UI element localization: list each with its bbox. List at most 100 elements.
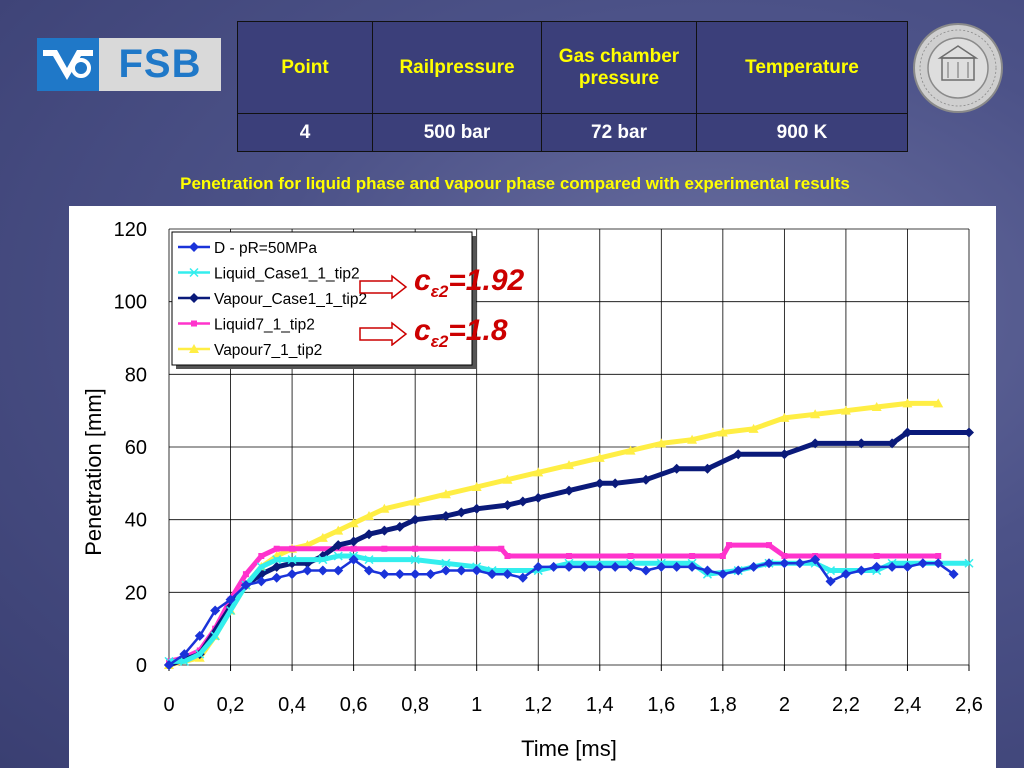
x-tick-label: 0,2 xyxy=(217,694,245,716)
data-point xyxy=(933,558,944,569)
legend-marker xyxy=(189,293,199,303)
data-point xyxy=(210,631,220,641)
annotation-sub: ε2 xyxy=(430,282,449,301)
data-point xyxy=(548,561,559,572)
y-tick-label: 60 xyxy=(125,437,147,459)
data-point xyxy=(333,551,343,561)
data-point xyxy=(272,555,282,565)
data-point xyxy=(333,565,344,576)
data-point xyxy=(410,496,421,506)
data-point xyxy=(287,555,297,565)
data-point xyxy=(826,566,836,576)
x-tick-label: 1,4 xyxy=(586,694,614,716)
data-point xyxy=(794,558,805,569)
legend-label: Liquid_Case1_1_tip2 xyxy=(214,266,360,283)
series-line-3 xyxy=(168,430,969,668)
data-point xyxy=(964,558,974,568)
data-point xyxy=(333,540,344,551)
data-point xyxy=(748,423,759,433)
annotation-value: =1.8 xyxy=(448,314,508,347)
y-tick-label: 0 xyxy=(136,655,147,677)
data-point xyxy=(779,558,790,569)
data-point xyxy=(640,565,651,576)
data-point xyxy=(781,553,788,559)
data-point xyxy=(350,545,357,552)
data-point xyxy=(471,481,482,491)
data-point xyxy=(871,402,882,412)
header-temperature: Temperature xyxy=(696,21,908,114)
data-point xyxy=(656,438,667,448)
data-point xyxy=(412,545,419,552)
slide-subtitle: Penetration for liquid phase and vapour … xyxy=(180,174,850,193)
annotation-prefix: c xyxy=(414,314,431,347)
legend-marker xyxy=(189,344,199,353)
x-tick-label: 1,6 xyxy=(647,694,675,716)
data-point xyxy=(379,503,390,513)
data-point xyxy=(871,561,882,572)
data-point xyxy=(887,561,898,572)
data-point xyxy=(779,412,790,422)
data-point xyxy=(258,553,265,559)
arrow-icon xyxy=(359,274,408,300)
data-point xyxy=(256,562,266,572)
fsb-logo-mark-icon xyxy=(37,38,99,91)
data-point xyxy=(566,553,572,559)
data-point xyxy=(726,542,732,549)
data-point xyxy=(687,561,698,572)
data-point xyxy=(671,561,682,572)
data-point xyxy=(210,605,221,616)
data-point xyxy=(348,536,359,547)
data-point xyxy=(256,576,267,587)
parameters-table: Point Railpressure Gas chamber pressure … xyxy=(237,21,908,152)
data-point xyxy=(810,409,821,419)
data-point xyxy=(164,660,174,670)
data-point xyxy=(381,545,388,552)
data-point xyxy=(964,427,974,438)
data-point xyxy=(502,569,513,580)
data-point xyxy=(179,656,189,666)
data-point xyxy=(873,553,880,559)
data-point xyxy=(917,558,928,569)
data-point xyxy=(517,572,528,583)
data-point xyxy=(471,565,482,576)
data-point xyxy=(440,565,451,576)
data-point xyxy=(902,427,913,438)
data-point xyxy=(379,525,390,536)
value-railpressure: 500 bar xyxy=(372,113,542,152)
legend-marker xyxy=(189,267,199,278)
data-point xyxy=(564,485,574,496)
data-point xyxy=(810,438,821,449)
data-point xyxy=(564,460,574,470)
data-point xyxy=(933,398,944,408)
data-point xyxy=(825,576,836,587)
legend-label: D - pR=50MPa xyxy=(214,240,317,257)
legend-label: Vapour7_1_tip2 xyxy=(214,342,322,359)
header-gas-chamber-pressure: Gas chamber pressure xyxy=(541,21,697,114)
annotation-sub: ε2 xyxy=(430,332,449,351)
data-point xyxy=(441,558,451,568)
x-tick-label: 0,8 xyxy=(401,694,429,716)
data-point xyxy=(302,565,313,576)
data-point xyxy=(348,518,359,528)
data-point xyxy=(256,569,267,580)
chart-svg: 0 0,2 0,4 0,6 0,8 1 1,2 1,4 1,6 1,8 2 2,2 2,4 2,6 0 20 4… xyxy=(81,219,983,761)
data-point xyxy=(610,478,621,489)
data-point xyxy=(379,569,390,580)
data-point xyxy=(856,438,867,449)
data-point xyxy=(579,561,590,572)
table-row: 4 500 bar 72 bar 900 K xyxy=(237,113,908,152)
data-point xyxy=(242,571,249,578)
annotation-arrows xyxy=(359,274,408,346)
table-header-row: Point Railpressure Gas chamber pressure … xyxy=(237,21,908,114)
data-point xyxy=(179,649,190,660)
header-point: Point xyxy=(237,21,373,114)
y-tick-label: 100 xyxy=(114,292,147,314)
data-point xyxy=(471,503,482,514)
data-point xyxy=(195,649,205,659)
data-point xyxy=(640,474,651,485)
data-point xyxy=(948,569,959,580)
data-point xyxy=(810,554,821,565)
university-seal-icon xyxy=(912,22,1004,114)
value-point: 4 xyxy=(237,113,373,152)
annotation-c-eps2-1-8: cε2=1.8 xyxy=(414,314,508,352)
